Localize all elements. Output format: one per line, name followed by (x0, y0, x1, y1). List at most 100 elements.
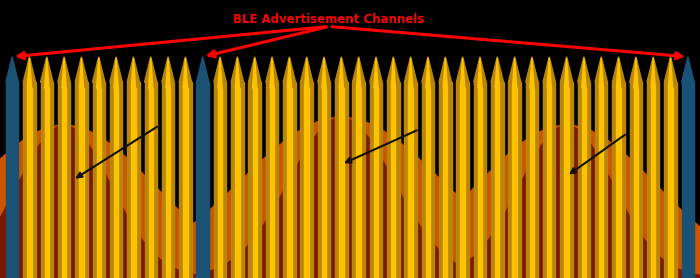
Polygon shape (456, 57, 469, 82)
Bar (92, 82, 105, 278)
Polygon shape (352, 57, 365, 82)
Polygon shape (630, 57, 642, 82)
Polygon shape (526, 57, 538, 82)
Polygon shape (131, 58, 136, 88)
Bar (564, 88, 569, 278)
Polygon shape (508, 57, 521, 82)
Bar (595, 82, 608, 278)
Polygon shape (370, 57, 382, 82)
Polygon shape (97, 58, 101, 88)
Bar (630, 82, 642, 278)
Bar (426, 88, 430, 278)
Polygon shape (335, 57, 348, 82)
Polygon shape (300, 57, 313, 82)
Bar (114, 88, 118, 278)
Bar (647, 82, 659, 278)
Polygon shape (235, 58, 239, 88)
Polygon shape (582, 58, 586, 88)
Polygon shape (114, 58, 118, 88)
Polygon shape (421, 57, 434, 82)
Polygon shape (426, 58, 430, 88)
Polygon shape (92, 57, 105, 82)
Bar (144, 82, 157, 278)
Bar (682, 82, 694, 278)
Bar (387, 82, 400, 278)
Bar (322, 88, 326, 278)
Bar (218, 88, 222, 278)
Bar (41, 82, 53, 278)
Polygon shape (304, 58, 309, 88)
Bar (443, 88, 447, 278)
Bar (270, 88, 274, 278)
Polygon shape (6, 57, 18, 82)
Polygon shape (560, 57, 573, 82)
Bar (300, 82, 313, 278)
Polygon shape (144, 57, 157, 82)
Bar (287, 88, 291, 278)
Bar (474, 82, 486, 278)
Bar (58, 82, 70, 278)
Polygon shape (214, 57, 226, 82)
Bar (456, 82, 469, 278)
Polygon shape (478, 58, 482, 88)
Polygon shape (45, 58, 49, 88)
Bar (461, 88, 465, 278)
Polygon shape (197, 57, 209, 82)
Polygon shape (564, 58, 569, 88)
Bar (23, 82, 36, 278)
Bar (439, 82, 452, 278)
Polygon shape (166, 58, 170, 88)
Polygon shape (231, 57, 244, 82)
Bar (578, 82, 590, 278)
Bar (612, 82, 625, 278)
Polygon shape (409, 58, 413, 88)
Bar (148, 88, 153, 278)
Polygon shape (183, 58, 188, 88)
Bar (356, 88, 360, 278)
Polygon shape (387, 57, 400, 82)
Polygon shape (495, 58, 500, 88)
Bar (409, 88, 413, 278)
Polygon shape (356, 58, 360, 88)
Bar (508, 82, 521, 278)
Polygon shape (110, 57, 122, 82)
Bar (79, 88, 83, 278)
Bar (183, 88, 188, 278)
Bar (530, 88, 534, 278)
Bar (582, 88, 586, 278)
Bar (543, 82, 556, 278)
Bar (599, 88, 603, 278)
Bar (75, 82, 88, 278)
Bar (512, 88, 517, 278)
Polygon shape (75, 57, 88, 82)
Bar (526, 82, 538, 278)
Polygon shape (23, 57, 36, 82)
Polygon shape (530, 58, 534, 88)
Polygon shape (474, 57, 486, 82)
Bar (617, 88, 621, 278)
Polygon shape (439, 57, 452, 82)
Bar (651, 88, 655, 278)
Bar (664, 82, 677, 278)
Bar (421, 82, 434, 278)
Polygon shape (391, 58, 395, 88)
Polygon shape (58, 57, 70, 82)
Bar (131, 88, 136, 278)
Polygon shape (664, 57, 677, 82)
Polygon shape (491, 57, 503, 82)
Bar (634, 88, 638, 278)
Bar (45, 88, 49, 278)
Bar (405, 82, 417, 278)
Polygon shape (647, 57, 659, 82)
Polygon shape (405, 57, 417, 82)
Polygon shape (41, 57, 53, 82)
Bar (214, 82, 226, 278)
Bar (495, 88, 500, 278)
Bar (253, 88, 257, 278)
Polygon shape (668, 58, 673, 88)
Polygon shape (512, 58, 517, 88)
Polygon shape (322, 58, 326, 88)
Bar (62, 88, 66, 278)
Polygon shape (682, 57, 694, 82)
Bar (179, 82, 192, 278)
